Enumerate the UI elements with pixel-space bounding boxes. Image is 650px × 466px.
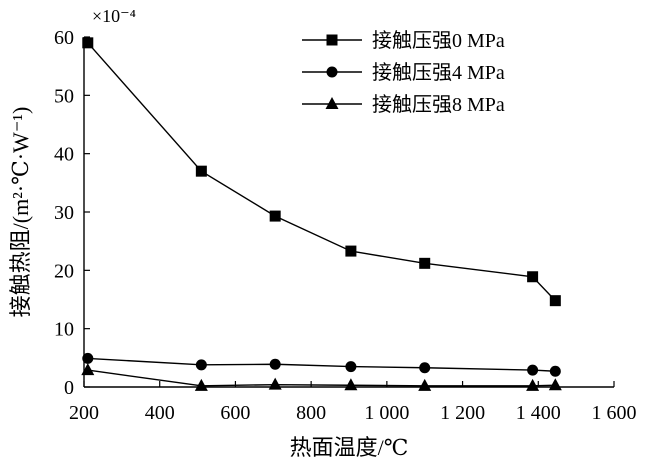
data-point — [81, 363, 95, 376]
data-point — [526, 378, 540, 391]
data-point — [194, 378, 208, 391]
data-point — [269, 358, 281, 370]
data-point — [527, 271, 539, 283]
axes: 200 400 600 800 1 000 1 200 1 400 1 600 0 10 20 30 4… — [54, 27, 637, 424]
series-circle — [82, 352, 561, 377]
data-point — [344, 378, 358, 391]
x-tick-label: 1 600 — [592, 402, 637, 424]
legend-label: 接触压强8 MPa — [372, 93, 505, 116]
data-point — [418, 378, 432, 391]
x-tick-label: 200 — [69, 402, 99, 424]
y-tick-label: 40 — [54, 144, 74, 166]
data-point — [345, 361, 357, 373]
series-line — [87, 369, 556, 387]
legend-marker — [326, 34, 338, 46]
series-layer — [81, 37, 562, 391]
legend-marker — [325, 97, 339, 109]
series-line — [87, 357, 556, 372]
data-point — [268, 377, 282, 390]
data-point — [549, 295, 561, 307]
y-tick-label: 30 — [54, 202, 74, 224]
x-tick-label: 1 400 — [516, 402, 561, 424]
x-tick-label: 800 — [296, 402, 326, 424]
data-point — [548, 378, 562, 391]
y-tick-label: 10 — [54, 319, 74, 341]
legend-marker — [326, 66, 338, 78]
x-axis-title: 热面温度/℃ — [290, 435, 409, 460]
data-point — [419, 257, 431, 269]
data-point — [82, 352, 94, 364]
x-tick-label: 1 000 — [364, 402, 409, 424]
data-point — [419, 362, 431, 374]
y-tick-label: 50 — [54, 85, 74, 107]
series-square — [82, 37, 561, 307]
legend-label: 接触压强0 MPa — [372, 29, 505, 52]
x-tick-label: 1 200 — [440, 402, 485, 424]
data-point — [82, 37, 94, 49]
y-tick-label: 0 — [64, 377, 74, 399]
x-tick-label: 400 — [145, 402, 175, 424]
legend-item: 接触压强4 MPa — [302, 61, 505, 84]
y-axis-title: 接触热阻/(m²·℃·W⁻¹) — [8, 107, 33, 318]
legend-label: 接触压强4 MPa — [372, 61, 505, 84]
data-point — [549, 365, 561, 377]
data-point — [195, 359, 207, 371]
x-tick-label: 600 — [220, 402, 250, 424]
legend-item: 接触压强0 MPa — [302, 29, 505, 52]
y-tick-label: 60 — [54, 27, 74, 49]
data-point — [195, 165, 207, 177]
data-point — [269, 210, 281, 222]
data-point — [527, 364, 539, 376]
legend: 接触压强0 MPa 接触压强4 MPa 接触压强8 MPa — [302, 29, 505, 116]
y-tick-label: 20 — [54, 260, 74, 282]
data-point — [345, 245, 357, 257]
y-multiplier-label: ×10⁻⁴ — [92, 6, 136, 26]
series-triangle — [81, 363, 562, 391]
legend-item: 接触压强8 MPa — [302, 93, 505, 116]
